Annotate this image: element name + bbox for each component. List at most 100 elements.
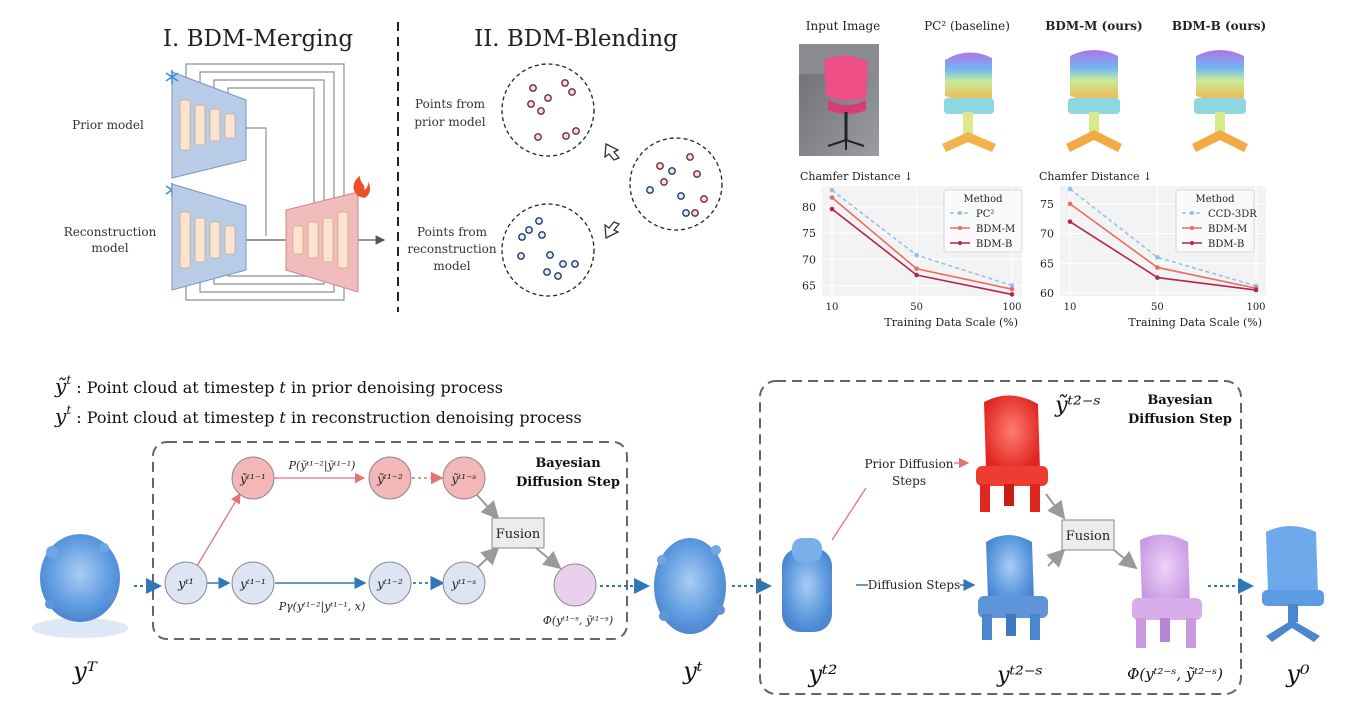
- prior-node-label: ỹᵗ¹⁻¹: [239, 472, 266, 486]
- bds2-fusion-label: Fusion: [1066, 529, 1111, 544]
- data-point: [914, 252, 919, 258]
- prior-chair-cloud: [976, 395, 1048, 512]
- data-point: [829, 206, 835, 212]
- prior-node: [231, 456, 275, 500]
- bayesian-step-detail: Bayesian Diffusion Step P(ỹᵗ¹⁻²|ỹᵗ¹⁻¹) P…: [152, 441, 628, 640]
- noise-cloud-yT: [32, 534, 128, 638]
- prior-encoder-block: [171, 71, 247, 179]
- legend-marker: [958, 241, 962, 245]
- recon-node-label: yᵗ¹: [177, 577, 194, 592]
- notation-prior: ỹt : Point cloud at timestep t in prior …: [54, 373, 503, 398]
- data-point: [1009, 286, 1015, 292]
- bds1-prior-prob: P(ỹᵗ¹⁻²|ỹᵗ¹⁻¹): [288, 459, 356, 473]
- bdm-blending-panel: II. BDM-Blending Points from prior model…: [407, 26, 723, 297]
- snowflake-icon: [165, 70, 179, 84]
- bdm-b-chair: [1192, 50, 1248, 152]
- data-point: [1009, 292, 1015, 297]
- x-axis-label: Training Data Scale (%): [1128, 316, 1262, 329]
- recon-model-label-1: Reconstruction: [64, 225, 157, 239]
- recon-points-label-1: Points from: [417, 225, 488, 239]
- bds1-fusion-label: Fusion: [496, 527, 541, 542]
- data-point: [1155, 265, 1160, 270]
- gallery-header-bdm-m: BDM-M (ours): [1045, 19, 1142, 33]
- legend-marker: [958, 211, 962, 215]
- bds1-fusion-box: [491, 517, 545, 549]
- fused-node: [553, 563, 597, 607]
- gallery-header-bdm-b: BDM-B (ours): [1172, 19, 1266, 33]
- legend-label: BDM-B: [976, 239, 1012, 250]
- legend-title: Method: [1195, 194, 1235, 205]
- prior-points-label-1: Points from: [415, 97, 486, 111]
- legend-marker: [1190, 211, 1194, 215]
- gallery-header-input: Input Image: [806, 19, 881, 33]
- y-tick-label: 80: [802, 201, 816, 214]
- merging-title: I. BDM-Merging: [163, 26, 353, 52]
- prior-node: [368, 456, 412, 500]
- recon-node-label: yᵗ¹⁻²: [376, 577, 403, 591]
- prior-model-label: Prior model: [72, 118, 144, 132]
- bdm-m-chair: [1066, 50, 1122, 152]
- bds2-title-1: Bayesian: [1147, 393, 1213, 408]
- x-tick-label: 10: [1064, 302, 1077, 313]
- prior-node: [442, 456, 486, 500]
- data-point: [914, 266, 919, 272]
- label-prior-out: ỹᵗ²⁻ˢ: [1054, 393, 1101, 418]
- x-tick-label: 100: [1246, 302, 1265, 313]
- bds2-fusion-box: [1061, 519, 1115, 551]
- bds2-frame: [759, 380, 1242, 695]
- label-yt2: yᵗ²: [807, 660, 837, 688]
- recon-node: [442, 561, 486, 605]
- recon-encoder-block: [171, 183, 247, 291]
- blend-arrow-icon: [604, 221, 621, 240]
- data-point: [1253, 287, 1259, 293]
- legend-box: [1175, 189, 1255, 253]
- blending-title: II. BDM-Blending: [474, 26, 678, 52]
- recon-node-label: yᵗ¹⁻ˢ: [451, 577, 477, 591]
- blend-arrow-icon: [604, 142, 621, 161]
- bds2-diff-steps: Diffusion Steps: [868, 578, 960, 592]
- legend-label: BDM-M: [1208, 224, 1247, 235]
- bds1-phi-label: Φ(yᵗ¹⁻ˢ, ỹᵗ¹⁻ˢ): [543, 614, 613, 627]
- merged-decoder-layers: [292, 211, 349, 269]
- input-photo: [799, 44, 879, 156]
- data-point: [1009, 283, 1015, 288]
- chamfer-chart-ccd3dr: Chamfer Distance ↓ 60 65 70 75 10 50 100 Trainin…: [1039, 170, 1266, 329]
- recon-points-label-3: model: [433, 259, 470, 273]
- bds2-prior-steps-2: Steps: [892, 474, 926, 488]
- legend-label: CCD-3DR: [1208, 209, 1257, 220]
- label-yt: yᵗ: [682, 657, 703, 685]
- y-tick-label: 65: [1040, 257, 1054, 270]
- noise-cloud-yt: [654, 538, 726, 634]
- prior-node-label: ỹᵗ¹⁻ˢ: [451, 472, 477, 486]
- notation-legend: ỹt : Point cloud at timestep t in prior …: [54, 373, 582, 428]
- x-tick-label: 100: [1002, 302, 1021, 313]
- legend-label: BDM-M: [976, 224, 1015, 235]
- bayesian-step-example: Bayesian Diffusion Step yᵗ² Prior Diffus…: [759, 380, 1242, 695]
- data-point: [1067, 201, 1073, 207]
- fused-chair-cloud: [1132, 534, 1202, 648]
- legend-title: Method: [963, 194, 1003, 205]
- data-point: [829, 187, 835, 193]
- bds2-prior-steps-1: Prior Diffusion: [864, 457, 953, 471]
- blended-points-cloud: [629, 137, 723, 231]
- final-chair-cloud: [1262, 526, 1324, 642]
- y-tick-label: 75: [802, 227, 816, 240]
- bds1-title-1: Bayesian: [535, 456, 601, 471]
- bds1-recon-prob: Pγ(yᵗ¹⁻²|yᵗ¹⁻¹, x): [278, 600, 366, 614]
- bds1-title-2: Diffusion Step: [516, 475, 620, 490]
- legend-label: PC²: [976, 209, 994, 220]
- x-tick-label: 50: [1151, 302, 1164, 313]
- data-point: [1155, 275, 1160, 280]
- y-tick-label: 70: [1040, 228, 1054, 241]
- recon-node: [231, 561, 275, 605]
- data-point: [914, 272, 919, 278]
- label-yT: yᵀ: [72, 657, 98, 685]
- bdm-merging-panel: I. BDM-Merging Prior model Reconstructio…: [64, 26, 386, 301]
- results-gallery: Input Image PC² (baseline) BDM-M (ours) …: [799, 19, 1266, 156]
- chamfer-chart-pc2: Chamfer Distance ↓ 65 70 75 80 10 50 100 Trainin…: [800, 170, 1023, 329]
- recon-node: [164, 561, 208, 605]
- label-y0: y⁰: [1285, 660, 1310, 688]
- recon-chair-cloud: [978, 535, 1048, 640]
- cloud-yt2: [782, 538, 832, 632]
